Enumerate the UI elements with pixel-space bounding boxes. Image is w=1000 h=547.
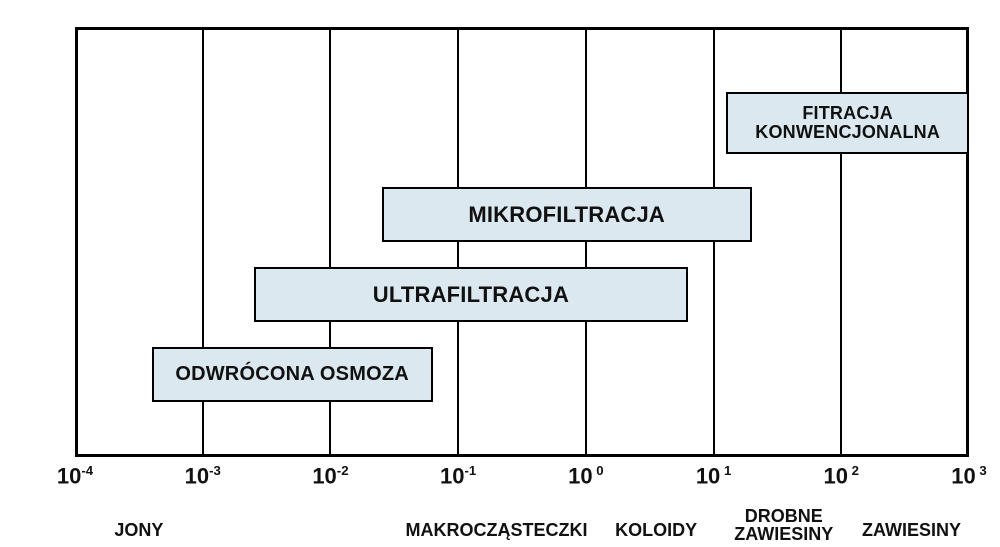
x-tick: 10 0	[568, 463, 603, 489]
filtration-range-bar: FITRACJAKONWENCJONALNA	[726, 92, 969, 154]
gridline	[457, 27, 459, 457]
gridline	[585, 27, 587, 457]
x-tick: 10 1	[696, 463, 731, 489]
category-label: KOLOIDY	[615, 521, 697, 539]
x-tick: 10-3	[185, 463, 221, 489]
filtration-range-bar: ODWRÓCONA OSMOZA	[152, 347, 433, 402]
category-label: DROBNEZAWIESINY	[734, 507, 833, 543]
x-tick: 10-1	[440, 463, 476, 489]
x-tick: 10 3	[951, 463, 986, 489]
x-tick: 10-4	[57, 463, 93, 489]
filtration-range-bar: MIKROFILTRACJA	[382, 187, 752, 242]
x-tick: 10-2	[312, 463, 348, 489]
x-tick: 10 2	[824, 463, 859, 489]
filtration-range-bar: ULTRAFILTRACJA	[254, 267, 688, 322]
category-label: ZAWIESINY	[862, 521, 961, 539]
gridline	[713, 27, 715, 457]
category-label: MAKROCZĄSTECZKI	[405, 521, 587, 539]
category-label: JONY	[114, 521, 163, 539]
